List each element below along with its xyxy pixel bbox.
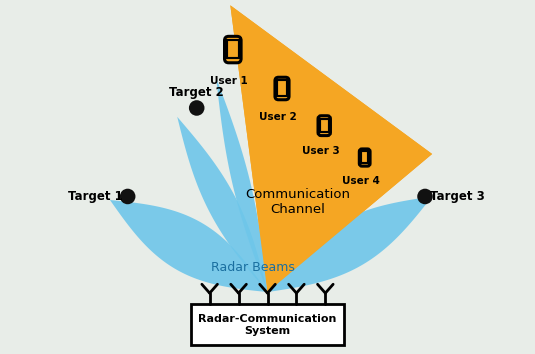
- Polygon shape: [110, 200, 268, 292]
- Circle shape: [120, 189, 135, 204]
- Text: Communication
Channel: Communication Channel: [245, 188, 350, 216]
- Polygon shape: [268, 196, 432, 292]
- Circle shape: [417, 189, 433, 204]
- Bar: [192, 304, 343, 345]
- Polygon shape: [231, 5, 432, 292]
- Text: User 2: User 2: [259, 112, 297, 121]
- Text: Target 2: Target 2: [169, 86, 224, 98]
- Bar: [320, 119, 328, 132]
- Text: Target 1: Target 1: [67, 190, 123, 203]
- Text: Target 3: Target 3: [430, 190, 485, 203]
- Circle shape: [189, 100, 204, 116]
- FancyBboxPatch shape: [318, 116, 331, 136]
- Bar: [227, 40, 239, 58]
- Text: User 3: User 3: [302, 147, 340, 156]
- Polygon shape: [177, 117, 268, 292]
- Text: Radar Beams: Radar Beams: [211, 261, 295, 274]
- FancyBboxPatch shape: [275, 77, 289, 100]
- FancyBboxPatch shape: [360, 149, 370, 166]
- Text: User 1: User 1: [210, 76, 247, 86]
- Text: Radar-Communication
System: Radar-Communication System: [198, 314, 337, 336]
- Polygon shape: [216, 78, 268, 292]
- Bar: [277, 80, 287, 96]
- Text: User 4: User 4: [342, 176, 380, 186]
- Polygon shape: [231, 5, 432, 292]
- Bar: [361, 152, 369, 163]
- FancyBboxPatch shape: [225, 36, 241, 63]
